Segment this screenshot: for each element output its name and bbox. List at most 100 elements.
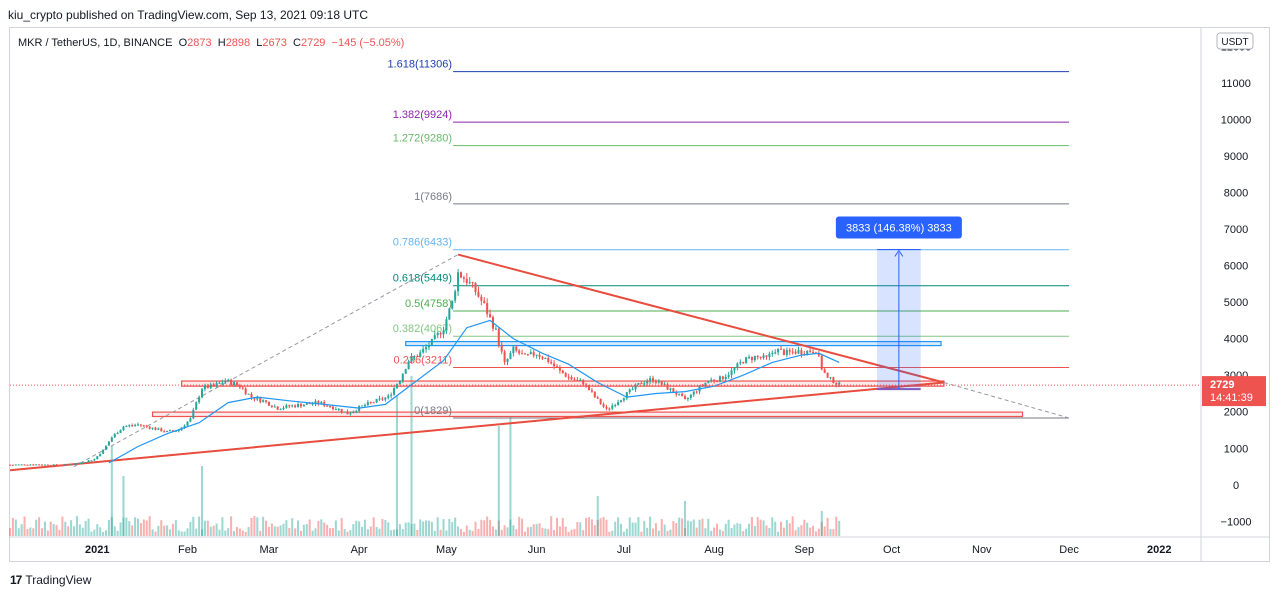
candle-body bbox=[137, 424, 140, 426]
candle-body bbox=[678, 393, 681, 395]
candle-body bbox=[262, 400, 265, 402]
measure-label-badge bbox=[835, 216, 962, 239]
volume-bar bbox=[617, 517, 620, 536]
volume-bar bbox=[363, 519, 366, 536]
volume-bar bbox=[169, 529, 172, 536]
candle-body bbox=[427, 345, 430, 348]
candle-body bbox=[425, 347, 428, 350]
x-tick-label: May bbox=[436, 544, 457, 556]
volume-bar bbox=[355, 520, 358, 536]
volume-bar bbox=[43, 521, 46, 536]
candle-body bbox=[637, 383, 640, 385]
volume-bar bbox=[503, 525, 506, 536]
candle-body bbox=[308, 403, 311, 405]
candle-body bbox=[666, 384, 669, 390]
volume-bar bbox=[782, 527, 785, 536]
candle-body bbox=[701, 385, 704, 387]
candle-body bbox=[38, 464, 41, 466]
volume-bar bbox=[40, 528, 44, 536]
x-tick-label: Oct bbox=[883, 544, 900, 556]
candle-body bbox=[538, 354, 541, 357]
volume-bar bbox=[110, 517, 113, 536]
volume-bar bbox=[713, 527, 716, 536]
volume-bar bbox=[535, 524, 538, 536]
volume-bar bbox=[483, 520, 486, 536]
candle-body bbox=[500, 344, 503, 352]
candle-body bbox=[393, 388, 396, 395]
candle-body bbox=[169, 430, 172, 432]
volume-bar bbox=[526, 527, 529, 536]
volume-bar bbox=[14, 519, 17, 536]
volume-spike bbox=[110, 446, 113, 536]
volume-bar bbox=[794, 530, 797, 536]
volume-spike bbox=[395, 396, 398, 536]
volume-bar bbox=[675, 523, 678, 536]
candle-body bbox=[78, 462, 81, 464]
volume-bar bbox=[369, 526, 372, 536]
candle-body bbox=[177, 430, 180, 432]
candle-body bbox=[625, 392, 628, 399]
volume-bar bbox=[61, 516, 64, 536]
candle-body bbox=[733, 367, 736, 371]
volume-bar bbox=[593, 525, 596, 536]
volume-bar bbox=[302, 524, 305, 536]
volume-bar bbox=[270, 523, 273, 536]
candle-body bbox=[745, 357, 748, 364]
candle-body bbox=[596, 397, 599, 399]
volume-bar bbox=[276, 526, 279, 536]
volume-bar bbox=[745, 528, 748, 536]
volume-bar bbox=[544, 528, 547, 536]
last-price-badge bbox=[1202, 376, 1266, 407]
fibonacci-extension: 1.618(11306) 1.382(9924) 1.272(9280) 1(7686… bbox=[387, 59, 1070, 419]
y-tick-label: 1000 bbox=[1224, 443, 1248, 455]
fib-level-label: 0.618(5449) bbox=[393, 273, 452, 285]
volume-bar bbox=[189, 521, 192, 536]
volume-bar bbox=[454, 517, 457, 536]
y-tick-label: 5000 bbox=[1224, 297, 1248, 309]
candle-body bbox=[40, 464, 44, 466]
volume-bar bbox=[128, 521, 131, 536]
candle-body bbox=[128, 425, 131, 427]
candle-body bbox=[558, 367, 561, 371]
candle-body bbox=[23, 464, 26, 466]
volume-bar bbox=[762, 520, 765, 536]
tradingview-logo[interactable]: 17 TradingView bbox=[10, 573, 91, 587]
candle-body bbox=[122, 426, 125, 430]
volume-bar bbox=[337, 530, 340, 536]
candle-body bbox=[157, 428, 160, 430]
volume-bar bbox=[654, 523, 657, 536]
candle-body bbox=[820, 355, 823, 370]
candle-body bbox=[32, 464, 35, 466]
volume-bar bbox=[523, 531, 527, 536]
candle-body bbox=[331, 406, 334, 410]
candle-body bbox=[363, 405, 366, 407]
volume-bar bbox=[477, 529, 480, 536]
candle-body bbox=[657, 380, 660, 383]
candle-body bbox=[288, 405, 291, 407]
volume-bar bbox=[468, 529, 471, 536]
candle-body bbox=[407, 361, 410, 370]
volume-bar bbox=[614, 521, 617, 536]
volume-bar bbox=[573, 529, 576, 536]
candle-body bbox=[419, 352, 422, 357]
volume-bar bbox=[317, 520, 320, 536]
volume-bar bbox=[605, 519, 608, 536]
volume-bar bbox=[436, 517, 439, 536]
volume-bar bbox=[742, 531, 745, 536]
candle-body bbox=[84, 462, 87, 464]
y-tick-label: 11000 bbox=[1221, 78, 1251, 90]
volume-bar bbox=[390, 530, 393, 536]
candle-body bbox=[387, 395, 390, 398]
volume-bar bbox=[218, 529, 221, 536]
volume-bar bbox=[137, 518, 140, 536]
candle-body bbox=[774, 352, 777, 354]
volume-bar bbox=[480, 519, 483, 536]
volume-bar bbox=[838, 520, 841, 536]
support-zone bbox=[181, 380, 945, 387]
candle-body bbox=[119, 429, 122, 433]
volume-bar bbox=[643, 520, 646, 536]
candle-body bbox=[413, 356, 416, 358]
candle-body bbox=[544, 357, 547, 359]
volume-bar bbox=[553, 530, 556, 536]
